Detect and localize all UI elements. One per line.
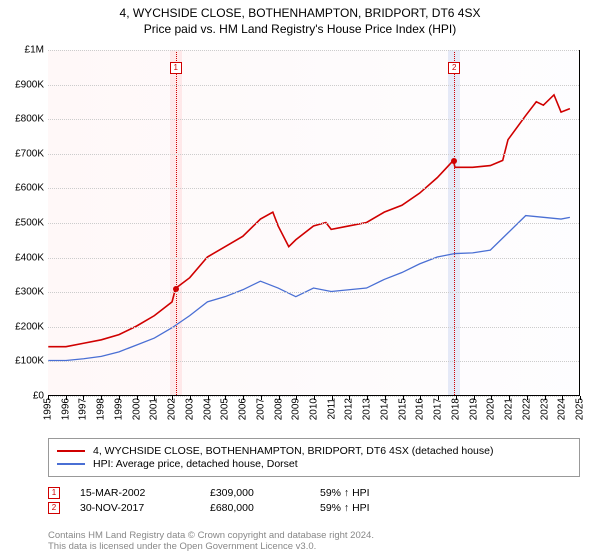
gridline (48, 50, 579, 51)
sale-date: 30-NOV-2017 (80, 502, 210, 514)
attribution-line: Contains HM Land Registry data © Crown c… (48, 530, 374, 541)
gridline (48, 361, 579, 362)
x-axis-label: 2007 (255, 398, 266, 420)
x-axis-label: 1998 (96, 398, 107, 420)
legend-label: HPI: Average price, detached house, Dors… (93, 458, 298, 470)
sale-marker-label: 2 (448, 62, 460, 74)
gridline (48, 292, 579, 293)
legend-item: 4, WYCHSIDE CLOSE, BOTHENHAMPTON, BRIDPO… (57, 445, 571, 457)
sale-row-marker: 2 (48, 502, 60, 514)
y-axis-label: £600K (2, 183, 44, 194)
chart-container: 4, WYCHSIDE CLOSE, BOTHENHAMPTON, BRIDPO… (0, 0, 600, 560)
chart-subtitle: Price paid vs. HM Land Registry's House … (0, 22, 600, 36)
y-axis-label: £500K (2, 218, 44, 229)
y-axis-label: £200K (2, 321, 44, 332)
x-axis-label: 2001 (149, 398, 160, 420)
x-axis-label: 2012 (344, 398, 355, 420)
sale-marker-dot (451, 158, 457, 164)
x-axis-label: 2019 (468, 398, 479, 420)
sale-marker-label: 1 (170, 62, 182, 74)
x-axis-label: 2015 (397, 398, 408, 420)
x-axis-label: 2008 (273, 398, 284, 420)
x-axis-label: 2018 (450, 398, 461, 420)
y-axis-label: £1M (2, 45, 44, 56)
gridline (48, 119, 579, 120)
x-axis-label: 2017 (433, 398, 444, 420)
gridline (48, 223, 579, 224)
y-axis-label: £0 (2, 391, 44, 402)
x-axis-label: 2006 (238, 398, 249, 420)
series-line (48, 95, 570, 347)
x-axis-label: 1999 (113, 398, 124, 420)
x-axis-label: 2000 (131, 398, 142, 420)
x-axis-label: 2009 (291, 398, 302, 420)
y-axis-label: £800K (2, 114, 44, 125)
sale-marker-dot (173, 286, 179, 292)
x-axis-label: 2024 (557, 398, 568, 420)
sale-row: 2 30-NOV-2017£680,00059% ↑ HPI (48, 502, 420, 514)
sale-relative: 59% ↑ HPI (320, 502, 420, 514)
attribution: Contains HM Land Registry data © Crown c… (48, 530, 374, 553)
gridline (48, 188, 579, 189)
titles: 4, WYCHSIDE CLOSE, BOTHENHAMPTON, BRIDPO… (0, 0, 600, 36)
x-axis-label: 2004 (202, 398, 213, 420)
x-axis-label: 2025 (575, 398, 586, 420)
x-axis-label: 2010 (309, 398, 320, 420)
y-axis-label: £300K (2, 287, 44, 298)
sale-row-marker: 1 (48, 487, 60, 499)
y-axis-label: £100K (2, 356, 44, 367)
x-axis-label: 2022 (521, 398, 532, 420)
x-axis-label: 1997 (78, 398, 89, 420)
y-axis-label: £900K (2, 79, 44, 90)
x-axis-label: 1995 (43, 398, 54, 420)
x-axis-label: 1996 (60, 398, 71, 420)
y-axis-label: £700K (2, 148, 44, 159)
chart-title: 4, WYCHSIDE CLOSE, BOTHENHAMPTON, BRIDPO… (0, 6, 600, 20)
sale-row: 1 15-MAR-2002£309,00059% ↑ HPI (48, 487, 420, 499)
gridline (48, 258, 579, 259)
sale-price: £309,000 (210, 487, 320, 499)
legend-label: 4, WYCHSIDE CLOSE, BOTHENHAMPTON, BRIDPO… (93, 445, 493, 457)
x-axis-label: 2002 (167, 398, 178, 420)
gridline (48, 85, 579, 86)
x-axis-label: 2003 (184, 398, 195, 420)
series-line (48, 216, 570, 361)
x-axis-label: 2011 (326, 398, 337, 420)
x-axis-label: 2016 (415, 398, 426, 420)
x-axis-label: 2023 (539, 398, 550, 420)
gridline (48, 154, 579, 155)
legend-swatch (57, 450, 85, 452)
sale-relative: 59% ↑ HPI (320, 487, 420, 499)
plot-area (48, 50, 580, 396)
x-axis-label: 2005 (220, 398, 231, 420)
x-axis-label: 2020 (486, 398, 497, 420)
attribution-line: This data is licensed under the Open Gov… (48, 541, 374, 552)
legend-swatch (57, 463, 85, 465)
x-axis-label: 2013 (362, 398, 373, 420)
legend-item: HPI: Average price, detached house, Dors… (57, 458, 571, 470)
sales-table: 1 15-MAR-2002£309,00059% ↑ HPI 2 30-NOV-201… (48, 484, 420, 517)
x-axis-label: 2014 (379, 398, 390, 420)
sale-date: 15-MAR-2002 (80, 487, 210, 499)
x-axis-label: 2021 (504, 398, 515, 420)
gridline (48, 327, 579, 328)
y-axis-label: £400K (2, 252, 44, 263)
legend: 4, WYCHSIDE CLOSE, BOTHENHAMPTON, BRIDPO… (48, 438, 580, 477)
sale-price: £680,000 (210, 502, 320, 514)
